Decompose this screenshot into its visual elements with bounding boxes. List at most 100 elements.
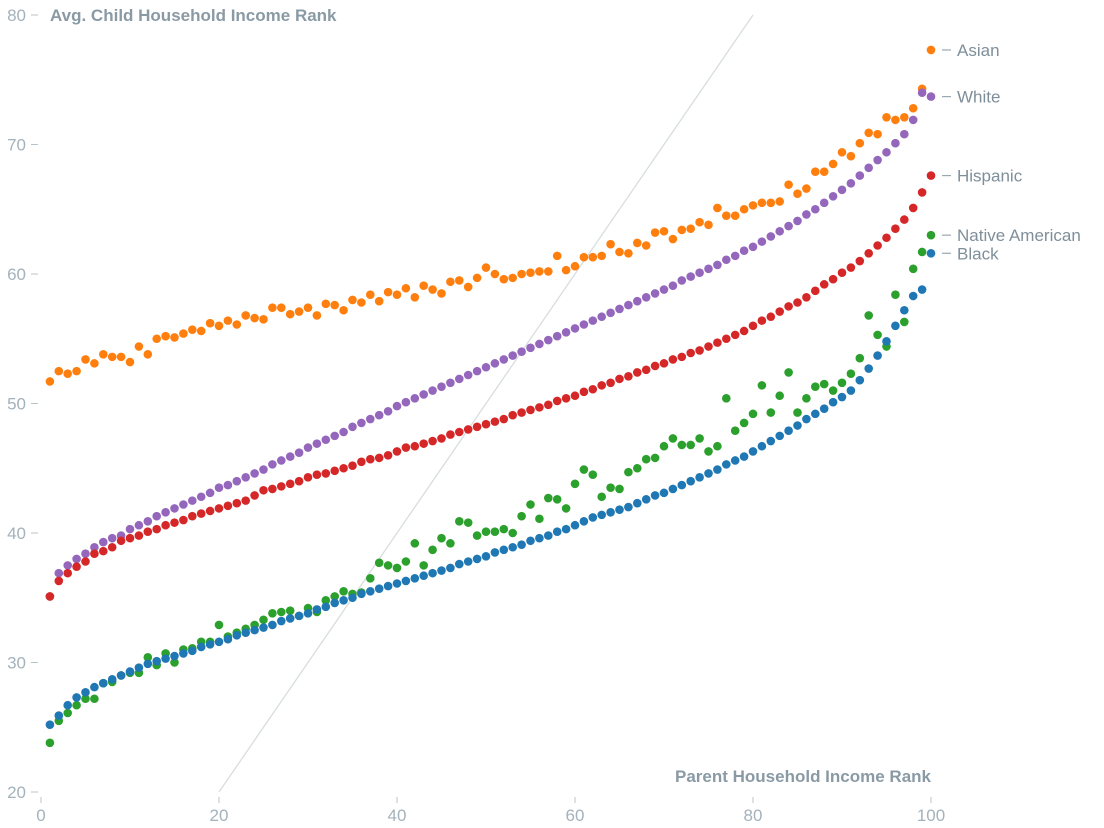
data-point-hispanic — [339, 463, 348, 473]
data-point-black — [321, 602, 331, 612]
data-point-white — [846, 179, 856, 188]
data-point-white — [455, 374, 464, 384]
data-point-asian — [170, 333, 179, 342]
data-point-black — [686, 476, 695, 486]
data-point-hispanic — [570, 391, 580, 401]
data-point-native-american — [677, 440, 687, 450]
data-point-white — [748, 242, 758, 252]
data-point-native-american — [544, 493, 553, 503]
data-point-hispanic — [517, 408, 526, 417]
data-point-hispanic — [499, 414, 509, 424]
data-point-black — [348, 593, 357, 603]
data-point-native-american — [597, 492, 606, 502]
legend-marker-native-american — [926, 230, 936, 240]
data-point-white — [570, 324, 580, 333]
data-point-native-american — [143, 653, 153, 662]
data-point-asian — [321, 299, 331, 309]
data-point-asian — [793, 189, 802, 199]
data-point-hispanic — [873, 241, 882, 250]
data-point-asian — [846, 151, 856, 161]
data-point-white — [873, 155, 882, 165]
data-point-black — [917, 285, 927, 294]
data-point-native-american — [455, 517, 464, 526]
data-point-hispanic — [686, 348, 695, 358]
x-axis: 0 20 40 60 80 100 — [36, 797, 945, 825]
data-point-native-american — [704, 447, 713, 456]
data-point-native-american — [873, 330, 882, 340]
data-point-black — [552, 527, 562, 537]
data-point-hispanic — [54, 576, 64, 586]
data-point-hispanic — [455, 427, 464, 437]
data-point-white — [730, 251, 740, 261]
data-point-white — [419, 390, 429, 399]
data-point-native-american — [828, 386, 838, 395]
data-point-black — [143, 659, 153, 669]
data-point-hispanic — [561, 394, 571, 403]
data-point-asian — [259, 315, 268, 324]
data-point-white — [633, 296, 642, 306]
data-point-white — [481, 362, 491, 372]
data-point-asian — [615, 247, 624, 257]
data-point-asian — [668, 234, 678, 244]
data-point-black — [294, 611, 304, 621]
data-point-asian — [704, 220, 713, 230]
data-point-asian — [188, 325, 197, 334]
data-point-hispanic — [116, 536, 126, 546]
data-point-hispanic — [811, 286, 820, 296]
data-point-black — [588, 513, 598, 522]
data-point-hispanic — [650, 361, 660, 371]
data-point-black — [873, 351, 882, 360]
data-point-black — [250, 625, 259, 635]
data-point-black — [526, 536, 535, 546]
data-point-black — [641, 495, 651, 504]
data-point-white — [490, 359, 500, 368]
data-point-black — [650, 491, 660, 500]
data-point-asian — [179, 329, 188, 338]
data-point-white — [695, 268, 704, 278]
data-point-black — [775, 431, 784, 441]
data-point-white — [757, 237, 767, 246]
data-point-asian — [383, 287, 393, 297]
data-point-white — [401, 397, 411, 407]
data-point-white — [793, 216, 802, 226]
data-point-asian — [446, 277, 455, 287]
data-point-hispanic — [695, 346, 704, 355]
data-point-white — [81, 549, 90, 559]
data-point-white — [312, 439, 322, 448]
data-point-asian — [677, 225, 687, 235]
data-point-native-american — [855, 353, 865, 363]
legend-label-hispanic: Hispanic — [957, 167, 1023, 186]
data-point-hispanic — [446, 430, 455, 439]
data-point-native-american — [45, 738, 55, 748]
data-point-white — [241, 473, 250, 482]
data-point-hispanic — [659, 359, 669, 368]
data-point-black — [597, 510, 606, 520]
data-point-black — [374, 584, 384, 593]
data-point-hispanic — [837, 268, 847, 278]
data-point-native-american — [570, 479, 580, 489]
data-point-white — [766, 232, 776, 241]
data-point-hispanic — [383, 451, 393, 460]
x-tick-label: 100 — [917, 806, 945, 825]
data-point-white — [908, 115, 918, 125]
data-point-hispanic — [179, 515, 188, 525]
data-point-asian — [650, 228, 660, 237]
data-point-black — [277, 616, 286, 626]
data-point-native-american — [819, 379, 829, 389]
data-point-black — [784, 426, 793, 435]
data-point-native-american — [908, 264, 918, 274]
data-point-black — [900, 305, 909, 315]
data-point-asian — [294, 307, 304, 316]
data-point-hispanic — [428, 436, 437, 446]
series-asian — [45, 84, 927, 386]
data-point-black — [837, 392, 847, 402]
data-point-hispanic — [188, 511, 197, 521]
data-point-white — [891, 138, 900, 148]
data-point-asian — [472, 273, 482, 283]
data-point-asian — [107, 352, 117, 362]
data-point-native-american — [392, 563, 402, 573]
data-point-white — [259, 465, 268, 474]
data-point-native-american — [802, 394, 811, 403]
legend-label-native-american: Native American — [957, 226, 1081, 245]
data-point-asian — [63, 369, 72, 379]
